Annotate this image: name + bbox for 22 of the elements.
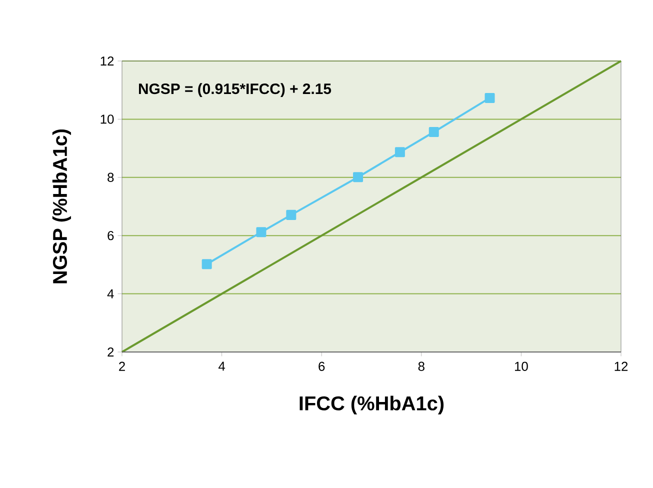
y-tick-label: 4 <box>107 289 114 298</box>
annotation: NGSP = (0.915*IFCC) + 2.15 <box>138 83 332 98</box>
y-tick-label: 8 <box>108 172 114 182</box>
x-tick-label: 12 <box>614 362 628 371</box>
x-tick-label: 4 <box>218 362 226 371</box>
x-tick-label: 8 <box>418 362 424 371</box>
x-tick-label: 10 <box>514 362 528 371</box>
point <box>484 92 495 103</box>
y-tick-label: 12 <box>100 56 114 66</box>
point <box>394 147 405 158</box>
point <box>353 172 364 182</box>
x-tick-label: 6 <box>318 362 325 371</box>
x-axis-title: IFCC (%HbA1c) <box>300 396 444 414</box>
y-tick-label: 10 <box>100 114 114 124</box>
x-tick-label: 2 <box>119 362 125 371</box>
point <box>202 259 212 270</box>
point <box>428 127 439 137</box>
point <box>256 227 266 238</box>
point <box>286 210 296 220</box>
y-axis-title: NGSP (%HbA1c) <box>52 129 71 284</box>
y-tick-label: 2 <box>108 347 114 357</box>
y-tick-label: 6 <box>108 231 114 240</box>
